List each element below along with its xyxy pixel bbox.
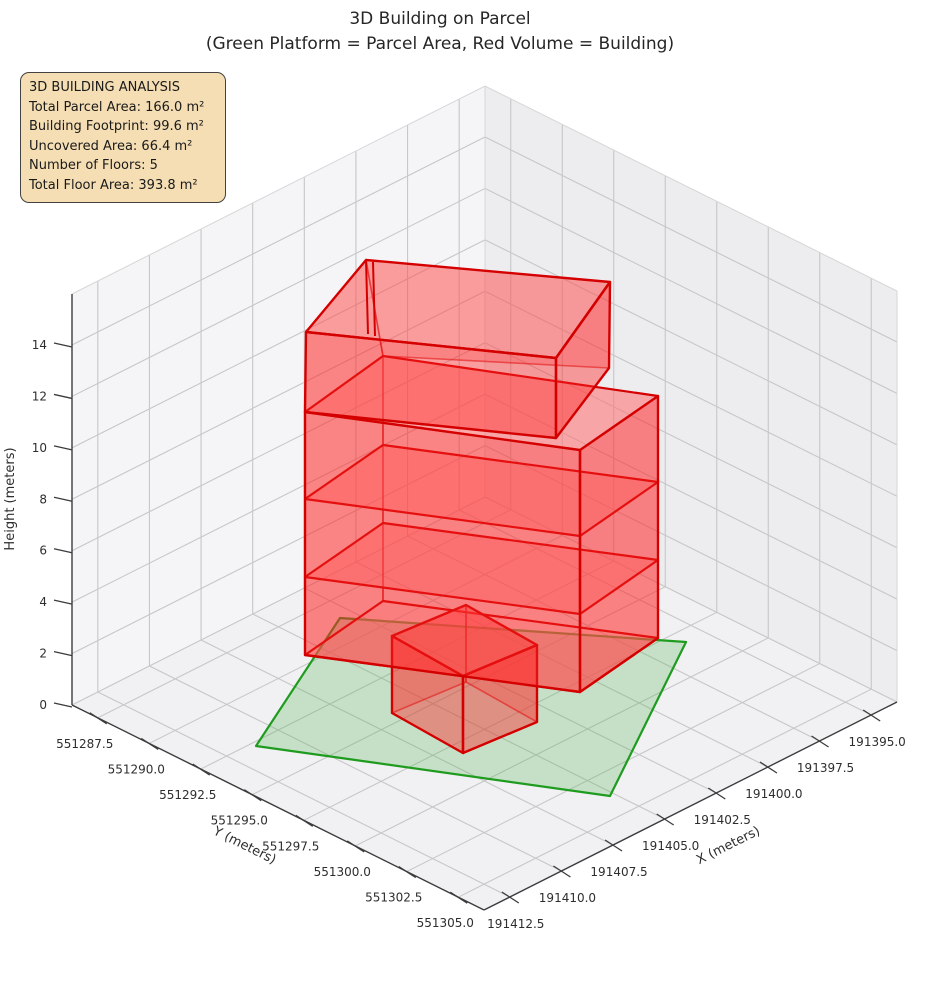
chart-subtitle: (Green Platform = Parcel Area, Red Volum… xyxy=(205,34,675,54)
y-tick-label: 551302.5 xyxy=(365,891,422,905)
z-tick-label: 10 xyxy=(32,441,47,455)
chart-title-block: 3D Building on Parcel (Green Platform = … xyxy=(0,7,880,57)
y-tick-label: 551292.5 xyxy=(159,788,216,802)
y-tick-label: 551297.5 xyxy=(262,839,319,853)
y-axis-line xyxy=(71,704,485,911)
x-tick-label: 191400.0 xyxy=(745,787,802,801)
analysis-line-5: Total Floor Area: 393.8 m² xyxy=(29,177,198,193)
x-axis-title: X (meters) xyxy=(694,824,762,868)
y-tick-label: 551290.0 xyxy=(108,762,165,776)
analysis-line-3: Uncovered Area: 66.4 m² xyxy=(29,138,193,154)
y-tick-label: 551287.5 xyxy=(56,737,113,751)
z-tick-label: 8 xyxy=(39,492,47,506)
y-tick-label: 551295.0 xyxy=(211,814,268,828)
x-tick-label: 191412.5 xyxy=(487,917,544,931)
z-tick-label: 6 xyxy=(39,544,47,558)
building-face-top-front-se xyxy=(554,280,612,440)
building-face-gbox-se xyxy=(461,643,539,755)
y-tick-label: 551300.0 xyxy=(314,865,371,879)
roof-notch-edge-1 xyxy=(365,259,369,335)
z-tick-label: 0 xyxy=(39,698,47,712)
analysis-line-1: Total Parcel Area: 166.0 m² xyxy=(29,99,205,115)
x-tick-label: 191410.0 xyxy=(539,891,596,905)
x-axis-line xyxy=(483,701,898,911)
building-face-main-front-sw xyxy=(303,410,582,694)
x-tick-label: 191395.0 xyxy=(849,735,906,749)
analysis-line-0: 3D BUILDING ANALYSIS xyxy=(29,80,181,95)
y-tick-label: 551305.0 xyxy=(417,916,474,930)
z-tick-label: 14 xyxy=(32,338,47,352)
analysis-box: 3D BUILDING ANALYSIS Total Parcel Area: 1… xyxy=(20,72,226,203)
z-tick-label: 12 xyxy=(32,389,47,403)
z-axis-title: Height (meters) xyxy=(3,447,18,550)
z-tick-label: 4 xyxy=(39,595,47,609)
pane-floor xyxy=(72,497,897,910)
roof-notch-edge-2 xyxy=(372,261,376,337)
x-tick-label: 191397.5 xyxy=(797,761,854,775)
analysis-line-2: Building Footprint: 99.6 m² xyxy=(29,119,204,135)
z-tick-label: 2 xyxy=(39,647,47,661)
x-tick-label: 191402.5 xyxy=(694,813,751,827)
x-tick-label: 191405.0 xyxy=(642,839,699,853)
analysis-line-4: Number of Floors: 5 xyxy=(29,158,158,174)
x-tick-label: 191407.5 xyxy=(590,865,647,879)
chart-title: 3D Building on Parcel xyxy=(349,9,531,29)
